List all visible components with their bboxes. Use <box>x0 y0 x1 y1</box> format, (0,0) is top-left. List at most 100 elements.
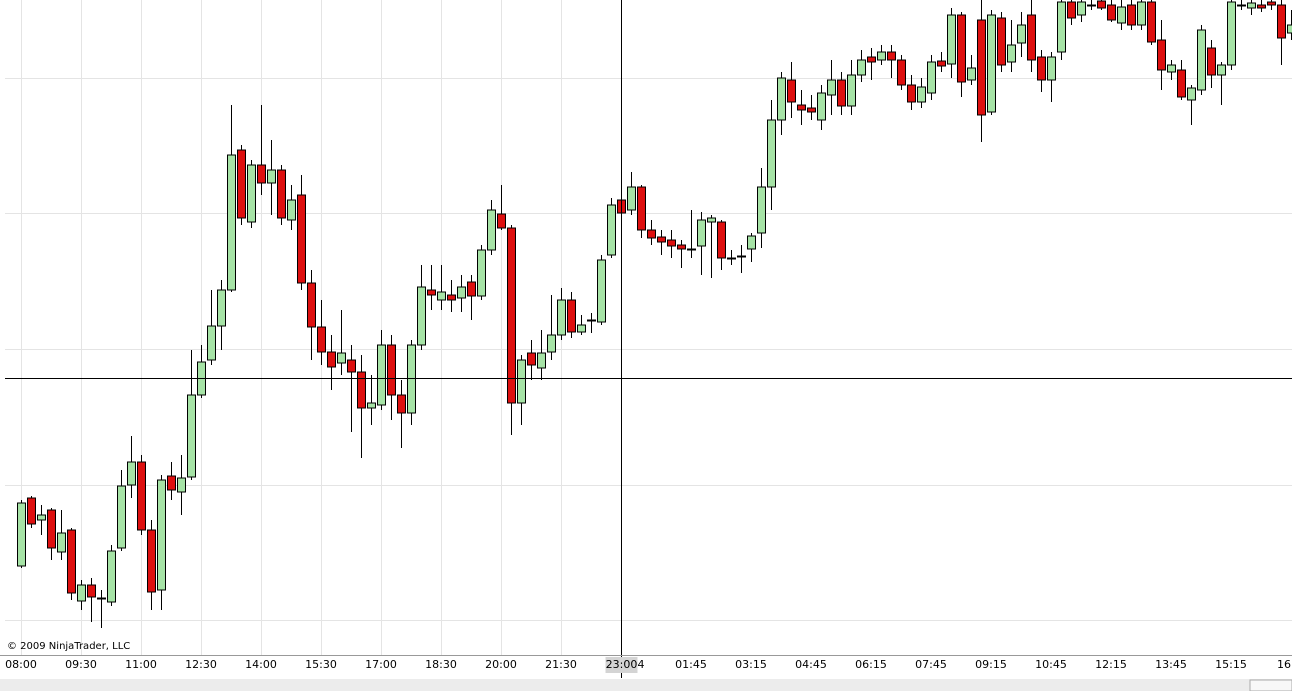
candle-body <box>777 77 786 121</box>
x-tick-label: 11:00 <box>125 658 157 671</box>
candle-body <box>107 550 116 603</box>
candle-body <box>847 74 856 107</box>
candle-body <box>117 485 126 549</box>
candle-body <box>277 169 286 219</box>
candle-body <box>67 529 76 594</box>
candle-body <box>187 394 196 478</box>
candle-body <box>987 14 996 113</box>
candle-body <box>37 514 46 521</box>
candle-body <box>397 394 406 414</box>
candle-body <box>87 584 96 598</box>
candle-body <box>1257 4 1266 9</box>
candle-body <box>1017 24 1026 44</box>
candle-body <box>77 584 86 602</box>
scroll-thumb[interactable] <box>1249 679 1292 691</box>
candle-body <box>627 186 636 211</box>
candle-body <box>1057 1 1066 53</box>
candle-body <box>417 286 426 346</box>
x-tick-label: 16: <box>1277 658 1292 671</box>
candle-body <box>477 249 486 297</box>
x-tick-label: 15:15 <box>1215 658 1247 671</box>
candle-body <box>327 351 336 368</box>
candle-body <box>1197 29 1206 91</box>
candle-body <box>1097 0 1106 9</box>
candle-body <box>227 154 236 291</box>
candle-body <box>667 239 676 247</box>
x-tick-label: 08:00 <box>5 658 37 671</box>
candle-body <box>307 282 316 328</box>
candle-body <box>857 59 866 76</box>
scrollbar[interactable] <box>0 679 1292 691</box>
candle-body <box>517 359 526 404</box>
candle-body <box>1267 1 1276 6</box>
candle-body <box>797 104 806 111</box>
candle-body <box>707 217 716 223</box>
candle-body <box>807 107 816 113</box>
candle-body <box>237 149 246 219</box>
candle-body <box>867 56 876 63</box>
x-tick-label: 01:45 <box>675 658 707 671</box>
candle-body <box>757 186 766 234</box>
crosshair-label: 23:00 <box>606 658 638 671</box>
candle-body <box>507 227 516 404</box>
candle-body <box>1247 2 1256 9</box>
x-tick-label: 18:30 <box>425 658 457 671</box>
x-tick-label: 12:30 <box>185 658 217 671</box>
candle-body <box>827 79 836 96</box>
candle-body <box>547 334 556 353</box>
candle-body <box>1107 4 1116 21</box>
candle-body <box>1237 4 1246 7</box>
candle-body <box>27 497 36 525</box>
candle-body <box>1027 14 1036 61</box>
x-tick-label: 14:00 <box>245 658 277 671</box>
candle-body <box>1147 1 1156 43</box>
candles <box>17 0 1292 628</box>
candle-body <box>337 352 346 364</box>
candle-body <box>917 86 926 103</box>
x-tick-label: 10:45 <box>1035 658 1067 671</box>
candle-body <box>557 299 566 336</box>
x-tick-label: 15:30 <box>305 658 337 671</box>
grid <box>5 0 1292 655</box>
candle-body <box>817 92 826 121</box>
candle-body <box>607 204 616 256</box>
x-tick-label: 12:15 <box>1095 658 1127 671</box>
candle-body <box>767 119 776 188</box>
crosshair: 23:00 <box>5 0 1292 678</box>
candle-body <box>267 169 276 184</box>
x-tick-label: 09:30 <box>65 658 97 671</box>
candle-body <box>1007 44 1016 63</box>
candle-body <box>787 79 796 103</box>
candle-body <box>127 461 136 486</box>
candle-body <box>657 236 666 243</box>
candle-body <box>47 509 56 549</box>
candle-body <box>587 319 596 322</box>
candle-body <box>687 248 696 251</box>
candle-body <box>487 209 496 251</box>
candle-body <box>947 14 956 65</box>
candle-body <box>597 259 606 323</box>
candle-body <box>1187 87 1196 101</box>
candle-body <box>677 244 686 250</box>
candle-body <box>727 257 736 260</box>
candle-body <box>457 286 466 299</box>
candle-body <box>1227 1 1236 66</box>
candle-body <box>927 61 936 94</box>
candle-body <box>977 19 986 116</box>
candle-body <box>317 326 326 353</box>
candle-body <box>157 479 166 591</box>
candle-body <box>17 502 26 567</box>
candle-body <box>957 14 966 83</box>
candle-body <box>1037 56 1046 81</box>
candle-body <box>697 219 706 247</box>
x-tick-label: 20:00 <box>485 658 517 671</box>
candle-body <box>1277 4 1286 39</box>
candle-body <box>1087 4 1096 7</box>
candle-body <box>887 51 896 61</box>
x-tick-label: 06:15 <box>855 658 887 671</box>
candle-body <box>1117 6 1126 24</box>
x-tick-label: 21:30 <box>545 658 577 671</box>
candle-body <box>367 402 376 409</box>
candle-body <box>297 194 306 284</box>
